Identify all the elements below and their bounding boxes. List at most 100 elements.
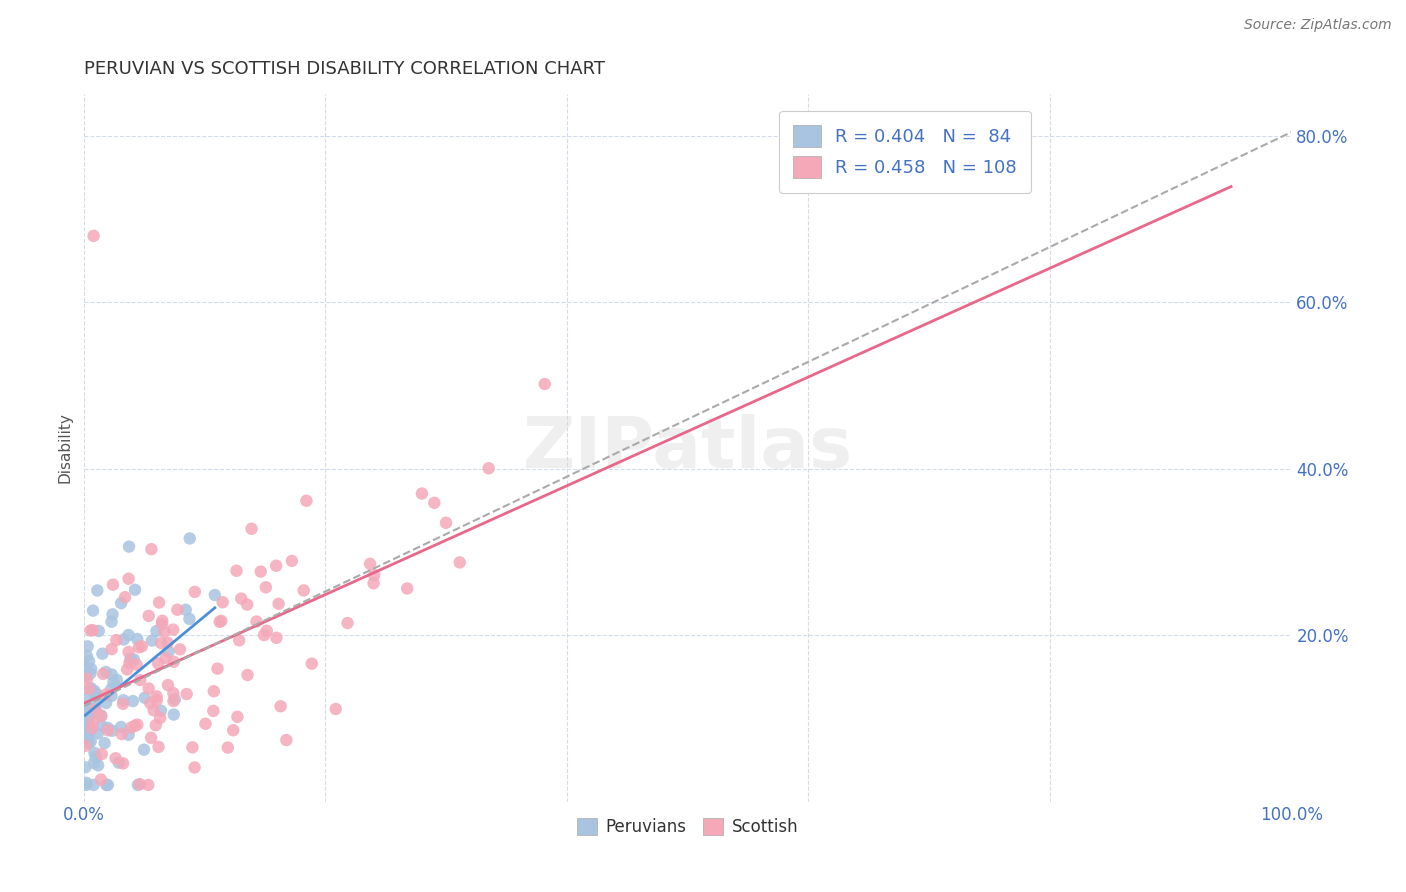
Point [100,642,122,657]
Point [77,654,100,668]
Point [76,672,98,686]
Point [264,558,287,573]
Point [118,656,141,670]
Point [245,615,267,629]
Point [79,666,101,681]
Point [146,693,169,707]
Point [90,772,112,787]
Point [77,727,100,741]
Point [423,496,446,510]
Point [141,633,163,648]
Point [149,704,172,718]
Point [325,702,347,716]
Point [110,596,132,610]
Point [208,615,231,629]
Point [163,707,186,722]
Point [292,583,315,598]
Point [77,681,100,696]
Point [295,493,318,508]
Point [84,688,107,702]
Point [122,694,145,708]
Point [90,709,112,723]
Point [256,624,278,638]
Point [75,731,97,746]
Point [181,740,204,755]
Point [79,724,101,739]
Point [100,689,122,703]
Point [75,778,97,792]
Point [434,516,457,530]
Point [183,760,205,774]
Point [396,582,419,596]
Point [281,554,304,568]
Point [156,636,179,650]
Point [211,595,233,609]
Point [478,461,501,475]
Point [163,692,186,706]
Point [75,669,97,683]
Point [132,742,155,756]
Point [82,623,104,637]
Point [207,662,229,676]
Point [87,758,110,772]
Point [139,696,162,710]
Point [110,720,132,734]
Point [84,687,107,701]
Point [75,739,97,753]
Point [97,723,120,738]
Point [226,710,249,724]
Point [150,636,173,650]
Point [83,228,105,243]
Point [80,734,103,748]
Point [79,723,101,737]
Point [162,623,184,637]
Point [83,746,105,760]
Point [117,728,139,742]
Point [225,564,247,578]
Point [86,583,108,598]
Point [82,714,104,729]
Point [97,778,120,792]
Point [75,720,97,734]
Point [231,591,253,606]
Point [179,612,201,626]
Point [174,603,197,617]
Point [359,557,381,571]
Point [93,736,115,750]
Point [267,597,290,611]
Point [112,756,135,771]
Point [75,760,97,774]
Point [82,604,104,618]
Legend: Peruvians, Scottish: Peruvians, Scottish [571,811,804,843]
Point [120,652,142,666]
Point [363,576,385,591]
Point [83,756,105,770]
Point [104,751,127,765]
Point [90,747,112,761]
Point [363,568,385,582]
Point [202,684,225,698]
Point [87,624,110,638]
Point [115,662,138,676]
Point [83,778,105,792]
Point [128,640,150,655]
Point [100,615,122,629]
Point [82,721,104,735]
Point [75,776,97,790]
Point [209,614,232,628]
Point [105,673,128,687]
Point [91,647,114,661]
Point [127,778,149,792]
Point [169,642,191,657]
Point [128,777,150,791]
Point [301,657,323,671]
Point [145,690,167,704]
Point [184,585,207,599]
Y-axis label: Disability: Disability [58,413,72,483]
Point [138,608,160,623]
Point [124,582,146,597]
Point [142,703,165,717]
Point [90,719,112,733]
Point [145,624,167,638]
Point [105,633,128,648]
